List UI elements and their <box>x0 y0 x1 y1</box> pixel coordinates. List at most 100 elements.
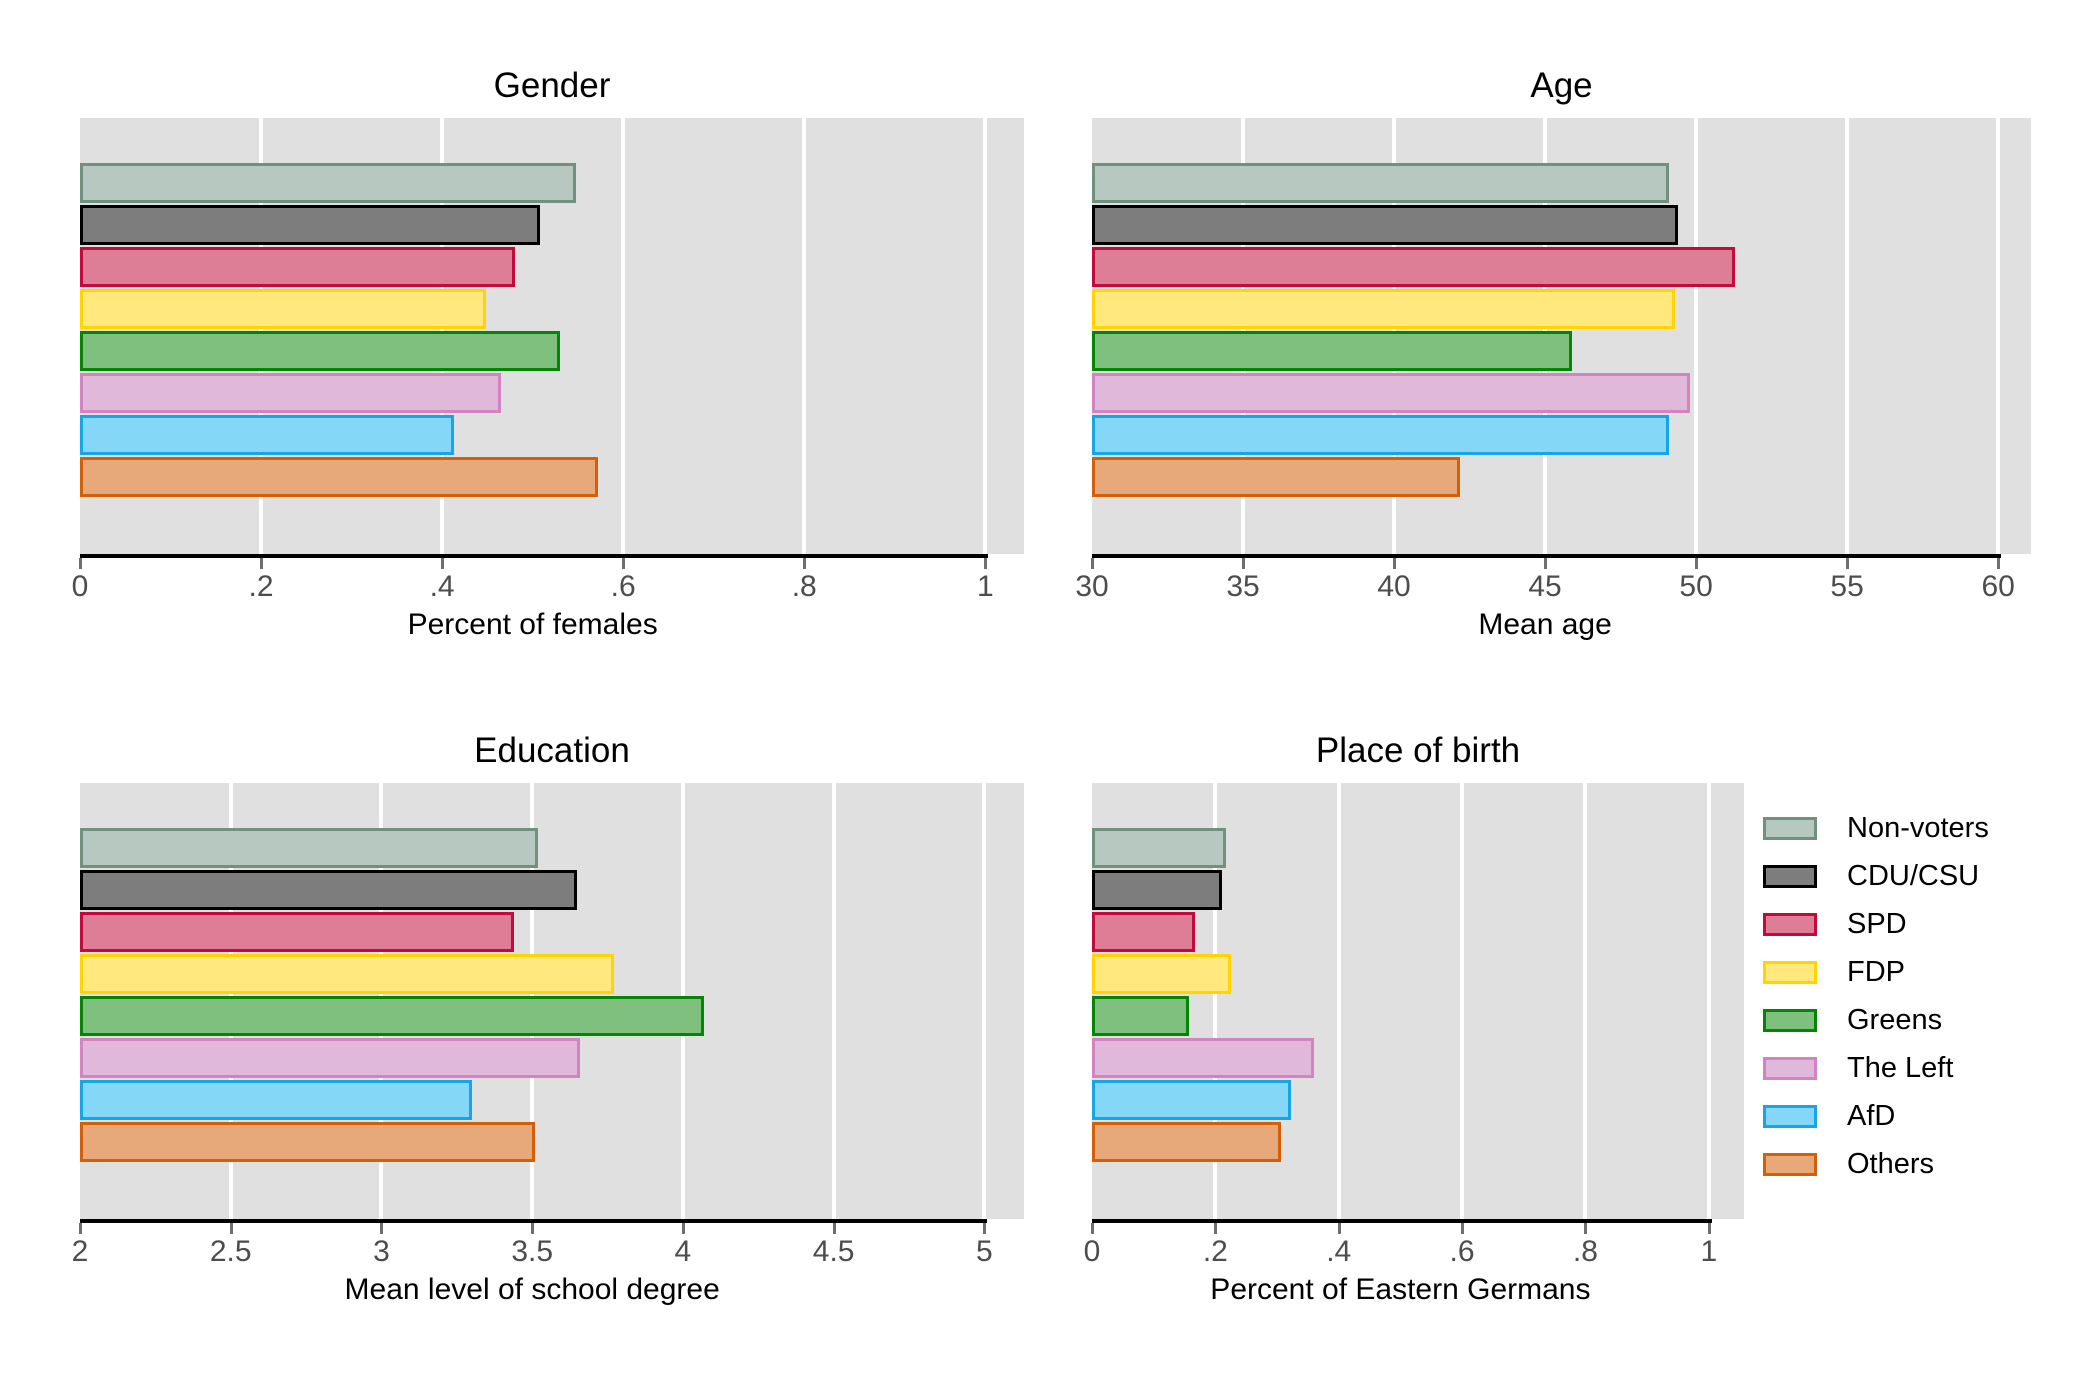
tick-mark <box>79 1223 82 1234</box>
legend-label: Others <box>1847 1148 1935 1180</box>
tick-label: 40 <box>1377 570 1411 603</box>
tick-mark <box>380 1223 384 1234</box>
tick-mark <box>441 558 445 569</box>
panel-title-gender: Gender <box>493 66 611 105</box>
legend-label: The Left <box>1847 1052 1954 1084</box>
tick-mark <box>1997 558 2001 569</box>
legend-item-greens: Greens <box>1763 1004 1942 1036</box>
legend-item-non-voters: Non-voters <box>1763 812 1989 844</box>
legend-swatch-others <box>1763 1153 1817 1176</box>
x-axis-line <box>1092 1219 1712 1223</box>
panel-title-place-of-birth: Place of birth <box>1315 731 1521 770</box>
legend-label: Greens <box>1847 1004 1943 1036</box>
bar-spd <box>1092 247 1736 287</box>
tick-mark <box>1695 558 1699 569</box>
legend-swatch-fdp <box>1763 961 1817 984</box>
legend-label: SPD <box>1847 908 1907 940</box>
bar-others <box>80 1122 536 1162</box>
tick-mark <box>260 558 264 569</box>
bar-greens <box>80 331 560 371</box>
gridline <box>831 783 836 1219</box>
bar-others <box>1092 457 1461 497</box>
bar-afd <box>1092 1080 1292 1120</box>
plot-area-place-of-birth <box>1092 783 1744 1219</box>
gridline <box>1213 783 1218 1219</box>
bar-cdu-csu <box>80 205 540 245</box>
tick-mark <box>681 1223 685 1234</box>
tick-label: 30 <box>1075 570 1109 603</box>
gridline <box>1706 783 1711 1219</box>
plot-area-age <box>1092 118 2031 554</box>
bar-the-left <box>1092 373 1691 413</box>
gridline <box>1694 118 1699 554</box>
bar-greens <box>80 996 704 1036</box>
panel-title-age: Age <box>1530 66 1593 105</box>
bar-afd <box>80 1080 472 1120</box>
gridline <box>982 783 987 1219</box>
legend-swatch-afd <box>1763 1105 1817 1128</box>
tick-label: .4 <box>429 570 455 603</box>
x-axis-line <box>80 1219 988 1223</box>
gridline <box>1583 783 1588 1219</box>
legend-swatch-the-left <box>1763 1057 1817 1080</box>
legend-label: FDP <box>1847 956 1905 988</box>
tick-label: .6 <box>1449 1235 1475 1268</box>
tick-label: .2 <box>248 570 274 603</box>
tick-mark <box>803 558 807 569</box>
x-axis-line <box>1092 554 2002 558</box>
tick-mark <box>983 1223 987 1234</box>
legend-label: AfD <box>1847 1100 1896 1132</box>
bar-fdp <box>80 954 614 994</box>
tick-label: 35 <box>1226 570 1260 603</box>
bar-spd <box>1092 912 1195 952</box>
tick-label: .8 <box>791 570 817 603</box>
bar-others <box>1092 1122 1282 1162</box>
legend-swatch-spd <box>1763 913 1817 936</box>
tick-label: .6 <box>610 570 636 603</box>
bar-cdu-csu <box>80 870 578 910</box>
tick-mark <box>1707 1223 1711 1234</box>
bar-non-voters <box>80 163 577 203</box>
tick-label: 50 <box>1679 570 1713 603</box>
legend-item-afd: AfD <box>1763 1100 1895 1132</box>
plot-area-gender <box>80 118 1024 554</box>
bar-non-voters <box>1092 828 1227 868</box>
plot-area-education <box>80 783 1024 1219</box>
bar-the-left <box>1092 1038 1315 1078</box>
tick-mark <box>1337 1223 1341 1234</box>
legend-item-spd: SPD <box>1763 908 1907 940</box>
panel-title-education: Education <box>474 731 630 770</box>
tick-label: 2.5 <box>209 1235 252 1268</box>
legend-label: CDU/CSU <box>1847 860 1980 892</box>
bar-fdp <box>1092 954 1232 994</box>
gridline <box>621 118 626 554</box>
tick-mark <box>1393 558 1397 569</box>
bar-fdp <box>1092 289 1675 329</box>
tick-mark <box>1461 1223 1465 1234</box>
bar-fdp <box>80 289 487 329</box>
bar-non-voters <box>80 828 539 868</box>
tick-label: .4 <box>1326 1235 1352 1268</box>
tick-label: .8 <box>1572 1235 1598 1268</box>
tick-label: 1 <box>1700 1235 1718 1268</box>
bar-the-left <box>80 373 501 413</box>
legend-swatch-cdu-csu <box>1763 865 1817 888</box>
legend-item-fdp: FDP <box>1763 956 1905 988</box>
bar-cdu-csu <box>1092 870 1223 910</box>
tick-label: 4.5 <box>812 1235 855 1268</box>
tick-label: .2 <box>1202 1235 1228 1268</box>
bar-non-voters <box>1092 163 1669 203</box>
x-axis-title-place-of-birth: Percent of Eastern Germans <box>1210 1273 1591 1306</box>
x-axis-line <box>80 554 989 558</box>
tick-label: 1 <box>976 570 994 603</box>
gridline <box>1845 118 1850 554</box>
bar-others <box>80 457 598 497</box>
tick-label: 60 <box>1981 570 2015 603</box>
bar-the-left <box>80 1038 581 1078</box>
bar-spd <box>80 247 515 287</box>
x-axis-title-education: Mean level of school degree <box>344 1273 720 1306</box>
bar-cdu-csu <box>1092 205 1678 245</box>
tick-mark <box>1544 558 1548 569</box>
legend-item-cdu-csu: CDU/CSU <box>1763 860 1979 892</box>
